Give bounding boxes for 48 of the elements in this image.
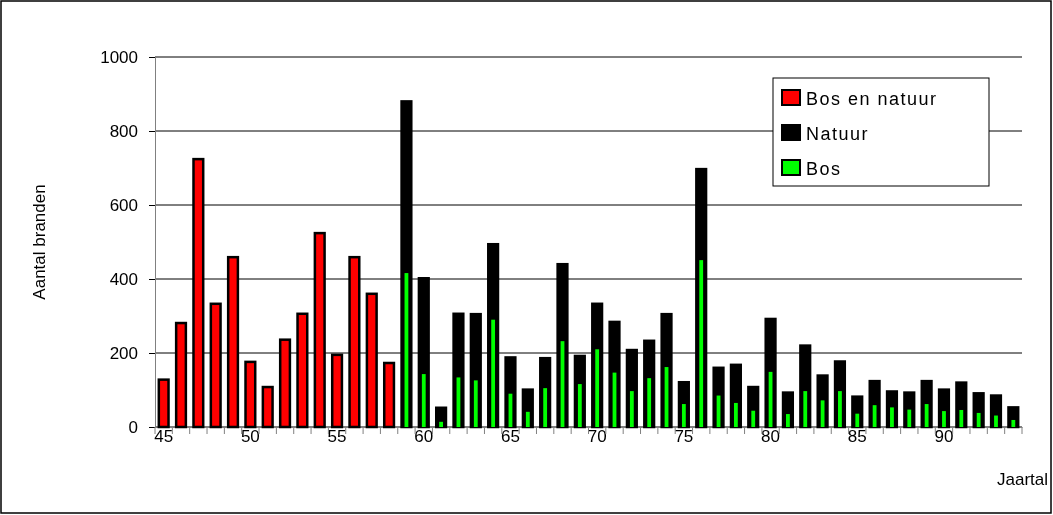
- bar: [699, 260, 704, 427]
- x-tick-label: 45: [154, 427, 174, 446]
- x-tick-label: 80: [761, 427, 781, 446]
- bar: [751, 410, 756, 427]
- y-axis-title: Aantal branden: [30, 184, 49, 300]
- y-tick-label: 600: [109, 195, 138, 215]
- legend-label: Bos: [806, 159, 842, 179]
- bar: [907, 409, 912, 427]
- x-tick-label: 50: [240, 427, 260, 446]
- bar: [525, 411, 530, 427]
- bar: [647, 378, 652, 427]
- legend-label: Natuur: [806, 124, 870, 144]
- bar: [473, 380, 478, 427]
- bar: [994, 415, 998, 427]
- x-tick-label: 85: [847, 427, 867, 446]
- bar: [838, 391, 842, 427]
- y-tick-label: 200: [109, 343, 138, 363]
- bar: [890, 407, 894, 427]
- bar: [629, 391, 634, 427]
- bar: [491, 319, 496, 427]
- x-tick-label: 75: [674, 427, 694, 446]
- y-tick-label: 400: [109, 269, 138, 289]
- bar: [1011, 419, 1016, 427]
- x-tick-label: 60: [414, 427, 434, 446]
- bar: [786, 414, 790, 427]
- bar: [872, 405, 877, 427]
- bar: [577, 384, 582, 427]
- bar: [924, 404, 929, 427]
- x-tick-label: 90: [934, 427, 954, 446]
- bar: [855, 413, 860, 427]
- bar: [681, 404, 686, 427]
- bar: [976, 412, 981, 427]
- y-tick-label: 0: [128, 417, 138, 437]
- bar: [942, 411, 946, 427]
- legend-label: Bos en natuur: [806, 89, 938, 109]
- y-tick-label: 1000: [100, 47, 138, 67]
- bar: [543, 388, 548, 427]
- bar: [421, 374, 426, 427]
- bar: [733, 402, 738, 427]
- x-tick-label: 55: [327, 427, 347, 446]
- bar: [803, 391, 808, 427]
- x-tick-label: 70: [587, 427, 607, 446]
- bar: [439, 421, 444, 427]
- bar: [595, 349, 600, 427]
- x-tick-label: 65: [501, 427, 520, 446]
- bar: [959, 409, 964, 427]
- y-tick-label: 800: [109, 121, 138, 141]
- x-axis-title: Jaartal: [996, 470, 1048, 489]
